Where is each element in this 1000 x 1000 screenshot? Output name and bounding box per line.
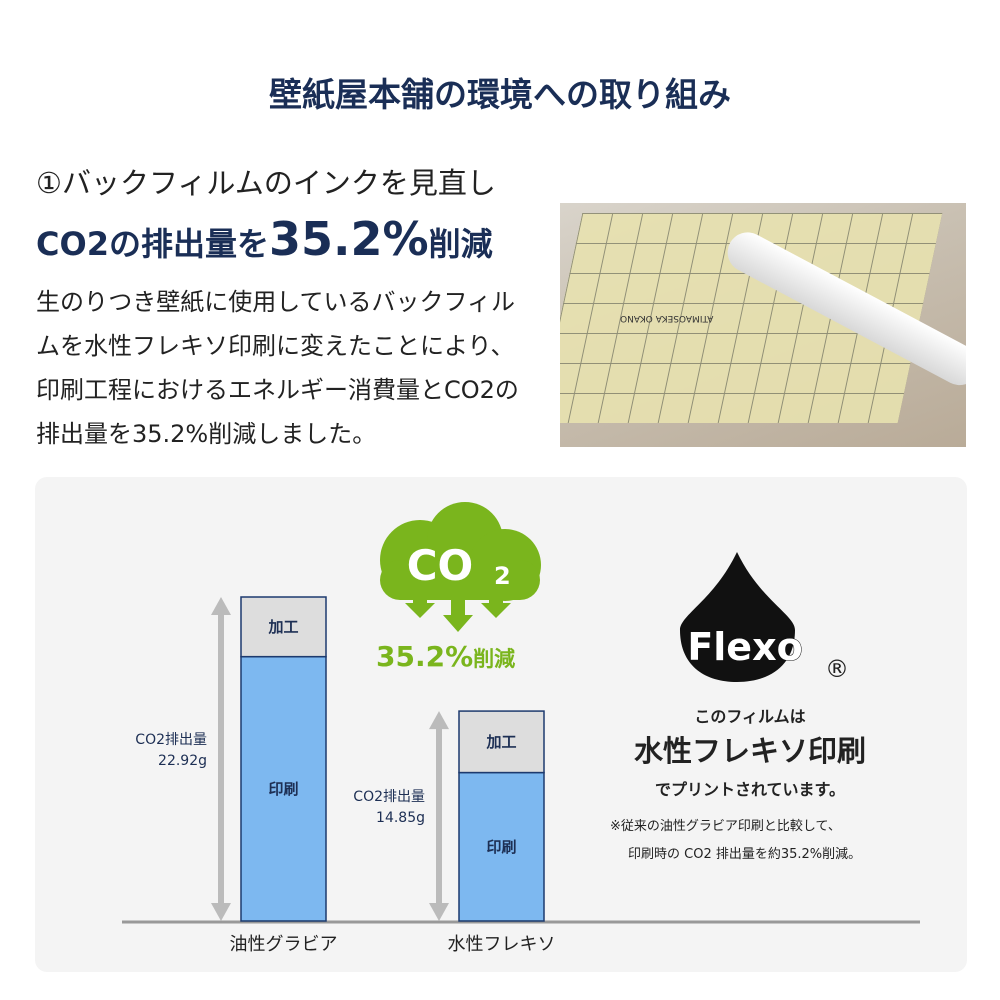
arrow-head-up [211,597,231,615]
arrow-head-up [429,711,449,730]
section-body: 生のりつき壁紙に使用しているバックフィルムを水性フレキソ印刷に変えたことにより、… [36,288,519,448]
segment-label: 加工 [267,618,298,636]
total-label: CO2排出量 [353,789,425,805]
cloud-sub-text: 2 [494,562,511,590]
headline-prefix: CO2の排出量を [36,225,269,263]
segment-label: 印刷 [268,780,298,798]
reduction-suffix: 削減 [473,647,516,671]
segment-label: 加工 [485,733,516,751]
flexo-logo-text: Flexo [687,625,802,669]
bar-segment-加工 [458,710,545,774]
section-number-heading: ①バックフィルムのインクを見直し [36,166,496,200]
segment-label: 印刷 [486,838,516,856]
total-label: 22.92g [158,753,207,769]
section-headline: CO2の排出量を35.2%削減 [36,212,493,266]
headline-suffix: 削減 [428,225,493,263]
co2-cloud-icon [380,502,541,632]
total-label: 14.85g [376,810,425,826]
category-label: 水性フレキソ [448,934,556,955]
arrow-head-down [211,903,231,921]
flexo-line1: このフィルムは [694,707,806,726]
flexo-line2: 水性フレキソ印刷 [633,734,866,768]
headline-value: 35.2% [268,212,429,266]
flexo-note1: ※従来の油性グラビア印刷と比較して、 [610,819,841,834]
bar-segment-加工 [240,596,327,658]
cloud-co-text: CO [407,541,474,590]
reduction-value: 35.2%削減 [376,640,515,673]
arrow-head-down [429,903,449,921]
bar-segment-印刷 [458,771,545,922]
back-film-photo: ATIMAOSEKA OKANO [560,203,966,447]
flexo-line3: でプリントされています。 [655,780,845,799]
registered-mark: ® [825,655,849,683]
category-label: 油性グラビア [230,934,338,955]
reduction-number: 35.2% [376,640,474,673]
total-label: CO2排出量 [135,732,207,748]
flexo-note2: 印刷時の CO2 排出量を約35.2%削減。 [628,847,862,862]
ink-drop-icon [680,552,795,682]
page-title: 壁紙屋本舗の環境への取り組み [269,75,731,114]
